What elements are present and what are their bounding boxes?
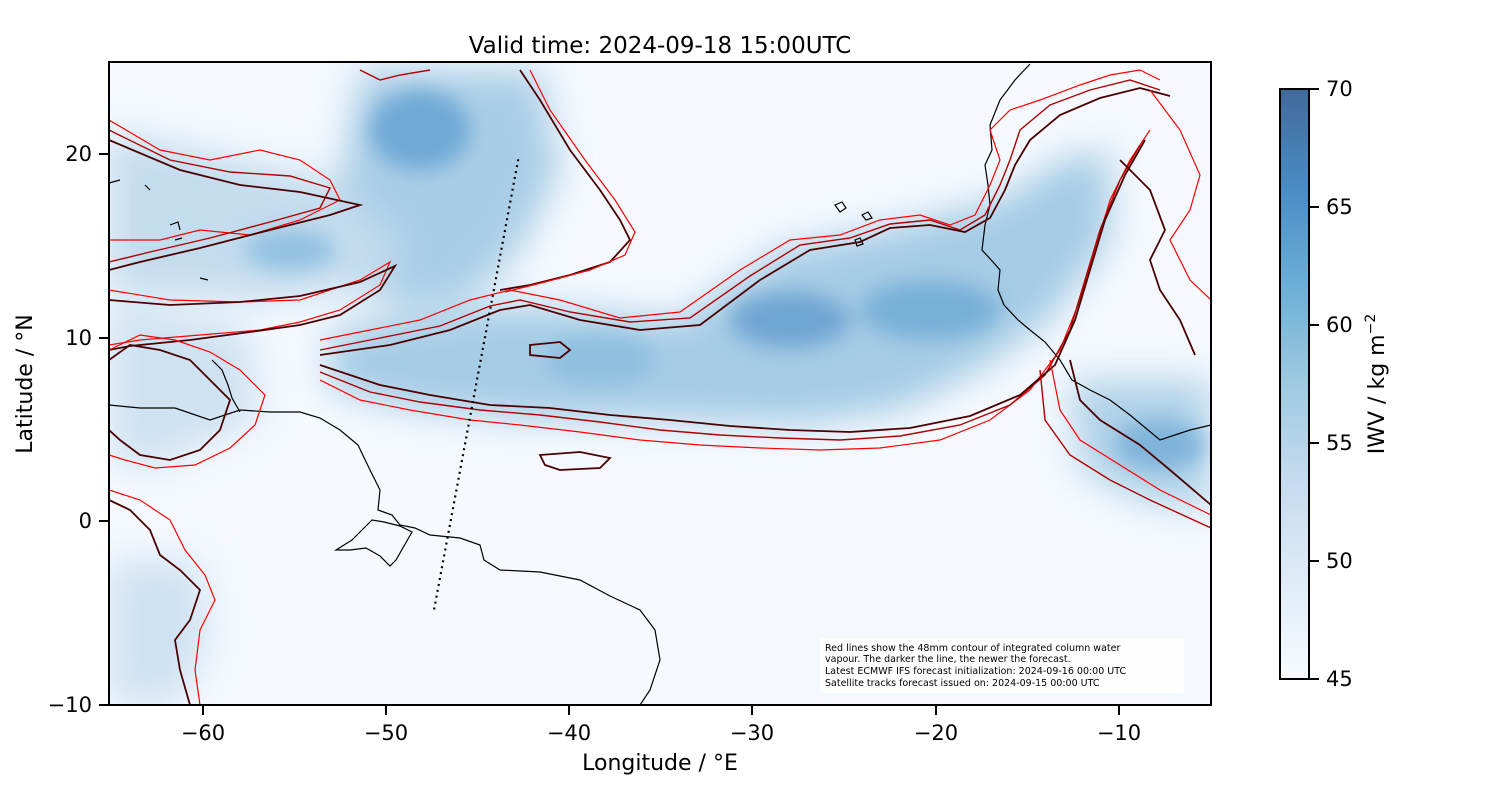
y-axis: −10 0 10 20 Latitude / °N [13, 142, 109, 717]
iwv-core-itcz-east [860, 280, 1000, 340]
colorbar-gradient [1279, 88, 1310, 680]
note-line-3: Latest ECMWF IFS forecast initialization… [825, 666, 1126, 677]
colorbar-label: IWV / kg m−2 [1363, 314, 1390, 454]
contour-east-band-mid [1039, 369, 1211, 529]
contour-newest-itcz-south [319, 139, 1146, 433]
contour-newest-west [109, 263, 398, 351]
satellite-track [433, 157, 520, 610]
contour-oldest-itcz-south [319, 129, 1151, 451]
contour-oldest-itcz-north [319, 69, 1161, 341]
colorbar: 45 50 55 60 65 70 IWV / kg m−2 [1279, 77, 1390, 691]
note-line-4: Satellite tracks forecast issued on: 202… [825, 678, 1100, 689]
iwv-region-southwest [109, 560, 210, 705]
contour-southwest [109, 499, 202, 705]
contour-newest-north [109, 139, 364, 271]
note-line-1: Red lines show the 48mm contour of integ… [825, 643, 1120, 654]
contour-southwest-old [109, 489, 216, 705]
contour-plume-west [359, 69, 431, 81]
amazon-delta-coastline [333, 519, 413, 567]
contour-middle-itcz-south [319, 144, 1141, 441]
x-tick-label: −40 [547, 721, 591, 745]
lesser-antilles [211, 359, 241, 413]
note-line-2: vapour. The darker the line, the newer t… [825, 654, 1071, 665]
map-title: Valid time: 2024-09-18 15:00UTC [469, 33, 852, 59]
iwv-region-west-coast [109, 300, 260, 470]
x-tick-label: −50 [364, 721, 408, 745]
note-box-background [820, 638, 1184, 693]
x-tick-label: −10 [1097, 721, 1141, 745]
contour-small-blob [529, 341, 572, 359]
contour-east-outer [1149, 89, 1211, 301]
y-tick-label: −10 [48, 693, 92, 717]
iwv-field [109, 70, 1211, 705]
iwv-core-north [370, 90, 470, 170]
africa-coastline [981, 63, 1211, 441]
contour-east-band [1069, 359, 1211, 506]
contour-small-blob-2 [538, 451, 612, 471]
contour-middle-itcz-north [319, 79, 1161, 351]
contour-west-coast-old [109, 334, 266, 469]
x-tick-label: −20 [914, 721, 958, 745]
cbar-tick-label: 50 [1326, 549, 1353, 573]
iwv-core-west [245, 230, 335, 270]
contour-newest-itcz-north [319, 87, 1171, 356]
contour-east-outer-new [1119, 159, 1196, 356]
y-tick-label: 0 [79, 509, 92, 533]
x-axis: −60 −50 −40 −30 −20 −10 Longitude / °E [181, 705, 1141, 776]
y-tick-label: 20 [65, 142, 92, 166]
contour-east-band-old [1049, 359, 1211, 516]
x-tick-label: −30 [730, 721, 774, 745]
x-axis-label: Longitude / °E [582, 751, 738, 776]
note-box: Red lines show the 48mm contour of integ… [820, 638, 1184, 693]
contour-west-coast [109, 344, 232, 461]
y-tick-label: 10 [65, 326, 92, 350]
map-plot[interactable]: Red lines show the 48mm contour of integ… [109, 62, 1211, 705]
cbar-tick-label: 60 [1326, 313, 1353, 337]
cbar-tick-label: 70 [1326, 77, 1353, 101]
cape-verde-islands [834, 201, 873, 247]
y-axis-label: Latitude / °N [13, 314, 38, 453]
iwv-core-itcz [730, 292, 850, 348]
contour-plume-east [499, 69, 632, 291]
caribbean-islands [109, 179, 209, 281]
iwv-region-itcz-band [330, 150, 1110, 425]
colorbar-label-main: IWV / kg m [1365, 334, 1390, 454]
contour-oldest-north [109, 119, 341, 241]
colorbar-label-exp: −2 [1363, 314, 1379, 335]
cbar-tick-label: 65 [1326, 195, 1353, 219]
plot-frame [108, 61, 1212, 706]
cbar-tick-label: 55 [1326, 431, 1353, 455]
x-tick-label: −60 [181, 721, 225, 745]
iwv-contours [109, 69, 1211, 705]
cbar-tick-label: 45 [1326, 667, 1353, 691]
iwv-core-mid [545, 335, 655, 385]
contour-plume-east-old [504, 69, 636, 293]
